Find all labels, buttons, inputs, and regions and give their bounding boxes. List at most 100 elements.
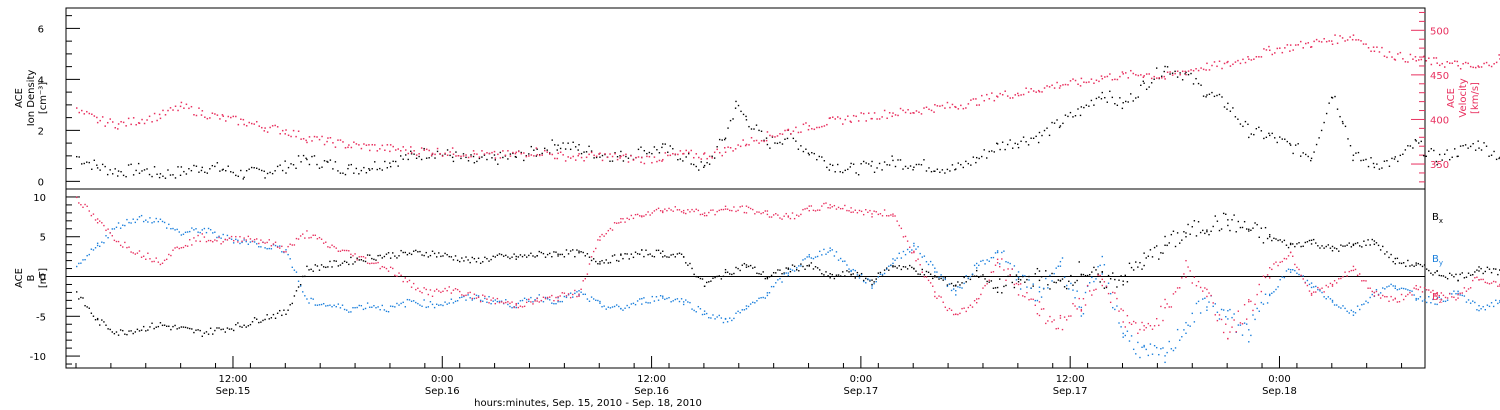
b-bx-point [883,269,886,271]
b-bx-point [597,263,599,265]
b-bz-point [618,222,620,224]
density-point [915,163,918,166]
b-by-point [241,241,243,244]
b-by-point [749,303,752,305]
b-bx-point [1206,229,1208,231]
velocity-point [1454,60,1456,62]
density-point [1367,165,1370,168]
b-bz-point [1474,277,1476,279]
b-bx-point [1091,271,1093,273]
density-point [611,160,614,162]
b-by-point [777,279,779,281]
velocity-point [1237,59,1239,62]
velocity-point [763,140,765,143]
b-bz-point [737,209,739,212]
velocity-point [839,117,842,120]
b-by-point [1455,293,1457,295]
velocity-point [703,153,705,155]
b-by-point [645,301,647,304]
velocity-point [983,99,986,102]
b-by-point [1407,289,1409,291]
b-by-point [969,275,972,278]
b-bz-point [729,209,731,212]
b-bx-point [475,261,478,263]
b-by-point [304,295,306,297]
velocity-point [397,148,399,150]
b-bz-point [902,236,905,238]
velocity-point [970,99,972,101]
b-by-point [176,228,178,231]
density-point [399,155,402,157]
b-bx-point [1022,275,1024,278]
b-bz-point [898,224,900,227]
density-point [1436,164,1438,166]
b-by-point [222,233,224,236]
b-by-point [316,304,319,306]
b-bz-point [465,294,467,297]
b-by-point [207,227,210,230]
b-bz-point [856,212,859,214]
b-bz-point [860,210,863,213]
b-bx-point [919,273,921,276]
b-bx-point [318,269,321,271]
b-bx-point [645,249,647,251]
b-bx-point [92,315,95,317]
b-by-point [938,276,940,279]
x-axis-label: hours:minutes, Sep. 15, 2010 - Sep. 18, … [474,398,702,409]
b-bz-point [536,300,538,302]
b-by-point [1227,318,1229,320]
b-bz-point [955,313,957,315]
b-bx-point [1315,242,1317,244]
b-bz-point [492,297,494,299]
b-bx-point [1143,264,1145,267]
density-point [1048,134,1051,137]
b-bz-point [1262,275,1265,277]
b-bz-point [232,239,235,242]
b-by-point [174,229,176,231]
b-bx-point [1340,244,1342,246]
velocity-point [481,150,483,152]
b-bz-point [377,261,379,264]
density-point [1349,145,1352,147]
b-by-point [1103,264,1106,266]
velocity-point [180,101,183,104]
b-by-point [1273,291,1275,293]
b-bz-point [641,216,643,218]
density-point [962,166,964,169]
velocity-point [109,118,111,120]
b-bx-point [973,275,976,277]
b-bx-point [994,287,997,289]
density-point [1342,122,1344,125]
density-point [76,155,78,158]
b-bx-point [1237,220,1240,223]
b-bz-point [775,213,777,215]
velocity-point [127,117,130,120]
b-by-point [544,296,547,299]
density-point [753,128,755,130]
b-by-point [1034,299,1036,302]
b-bz-point [942,301,944,303]
b-bx-point [1003,285,1005,288]
b-bx-point [115,331,118,333]
b-bx-point [109,328,111,331]
b-by-point [1289,269,1292,271]
b-bx-point [375,259,377,261]
b-bz-point [479,300,482,303]
density-point [321,166,323,168]
density-point [1310,157,1313,160]
b-by-point [88,253,90,256]
b-bx-point [756,272,758,275]
b-bz-point [329,246,331,249]
velocity-point [146,119,148,121]
b-bz-point [693,210,695,213]
b-bx-point [99,324,101,326]
b-bz-point [1271,268,1273,271]
b-bx-point [1245,228,1248,230]
velocity-point [904,111,907,114]
velocity-point [1330,40,1333,42]
density-point [308,163,311,166]
b-by-point [1463,295,1466,297]
b-bz-point [611,229,614,231]
velocity-point [195,114,198,117]
b-bx-point [758,272,760,275]
